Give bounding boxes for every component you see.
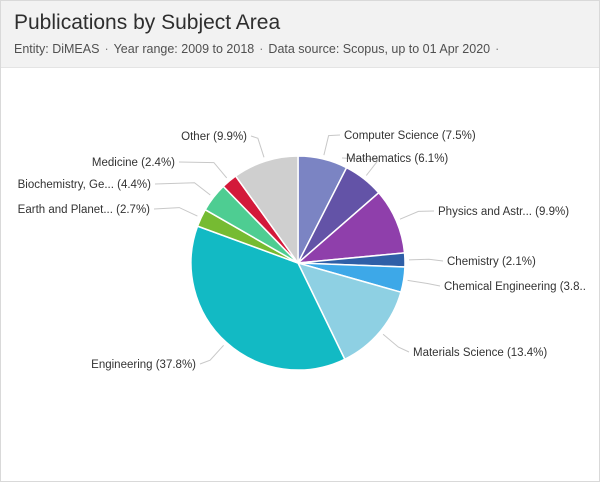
separator: · xyxy=(104,42,109,56)
leader-line-medicine xyxy=(178,161,228,179)
leader-line-physics-and-astr xyxy=(399,210,435,220)
slice-label-chemistry: Chemistry (2.1%) xyxy=(447,256,536,268)
slice-label-mathematics: Mathematics (6.1%) xyxy=(346,153,448,165)
leader-line-mathematics xyxy=(341,157,380,176)
leader-line-chemistry xyxy=(408,258,444,262)
slice-label-chemical-engineering: Chemical Engineering (3.8.. xyxy=(444,281,586,293)
leader-line-other xyxy=(250,135,265,158)
slice-label-medicine: Medicine (2.4%) xyxy=(92,157,175,169)
leader-line-engineering xyxy=(199,344,224,365)
slice-label-biochemistry-ge: Biochemistry, Ge... (4.4%) xyxy=(18,179,152,191)
slice-label-computer-science: Computer Science (7.5%) xyxy=(344,130,476,142)
separator: · xyxy=(495,42,500,56)
pie-slice-materials-science[interactable] xyxy=(296,261,402,361)
slice-label-earth-and-planet: Earth and Planet... (2.7%) xyxy=(18,204,150,216)
leader-line-materials-science xyxy=(382,333,410,353)
entity-text: Entity: DiMEAS xyxy=(14,42,100,56)
leader-line-biochemistry-ge xyxy=(154,182,211,196)
chart-header: Publications by Subject Area Entity: DiM… xyxy=(1,1,599,68)
chart-title: Publications by Subject Area xyxy=(14,11,281,34)
leader-line-computer-science xyxy=(323,134,341,156)
slice-label-physics-and-astr: Physics and Astr... (9.9%) xyxy=(438,206,569,218)
leader-line-chemical-engineering xyxy=(407,279,441,287)
slice-label-materials-science: Materials Science (13.4%) xyxy=(413,347,547,359)
slice-label-other: Other (9.9%) xyxy=(181,131,247,143)
year-range-text: Year range: 2009 to 2018 xyxy=(113,42,255,56)
chart-metadata: Entity: DiMEAS · Year range: 2009 to 2018 ·… xyxy=(14,42,599,56)
pie-slice-other[interactable] xyxy=(234,155,299,266)
data-source-text: Data source: Scopus, up to 01 Apr 2020 xyxy=(268,42,491,56)
slice-label-engineering: Engineering (37.8%) xyxy=(91,359,196,371)
pie-slice-engineering[interactable] xyxy=(190,225,346,371)
leader-line-earth-and-planet xyxy=(153,207,198,217)
pie-chart: Computer Science (7.5%) Mathematics (6.1%… xyxy=(18,130,586,371)
separator: · xyxy=(259,42,264,56)
chart-area: Computer Science (7.5%) Mathematics (6.1%… xyxy=(1,68,599,481)
